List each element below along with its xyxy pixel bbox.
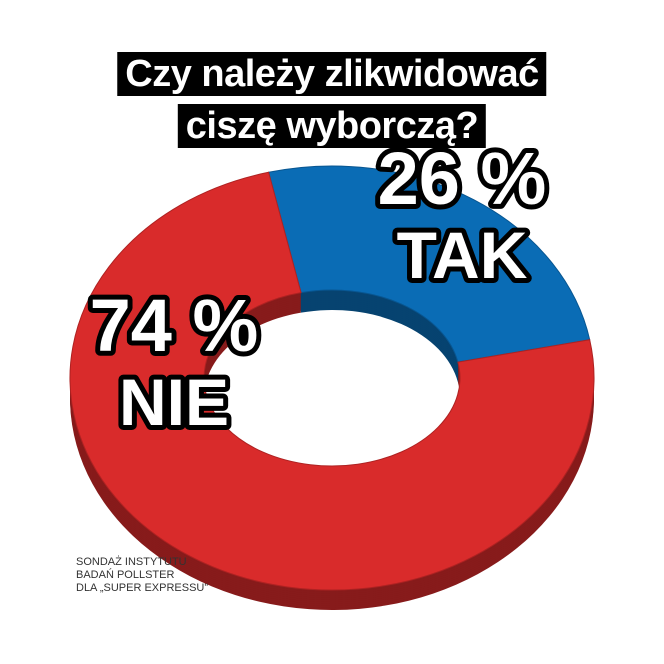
donut-labels: 26 %TAK 74 %NIE: [85, 132, 552, 444]
chart-title-line-2: ciszę wyborczą?: [177, 104, 487, 148]
source-note-line-3: DLA „SUPER EXPRESSU”: [76, 582, 209, 594]
source-note: SONDAŻ INSTYTUTU BADAŃ POLLSTER DLA „SUP…: [76, 556, 208, 595]
source-note-line-2: BADAŃ POLLSTER: [76, 569, 175, 581]
slice-category-label-nie: NIE: [119, 365, 229, 439]
source-note-line-1: SONDAŻ INSTYTUTU: [76, 556, 187, 568]
donut-top-layer: [69, 165, 595, 591]
slice-nie: [69, 171, 595, 591]
slice-tak: [267, 165, 591, 363]
slice-value-label-nie: 74 %: [90, 284, 259, 367]
slice-category-label-tak: TAK: [397, 218, 528, 292]
slice-value-label-tak: 26 %: [378, 137, 547, 220]
chart-title-line-1: Czy należy zlikwidować: [117, 52, 547, 96]
